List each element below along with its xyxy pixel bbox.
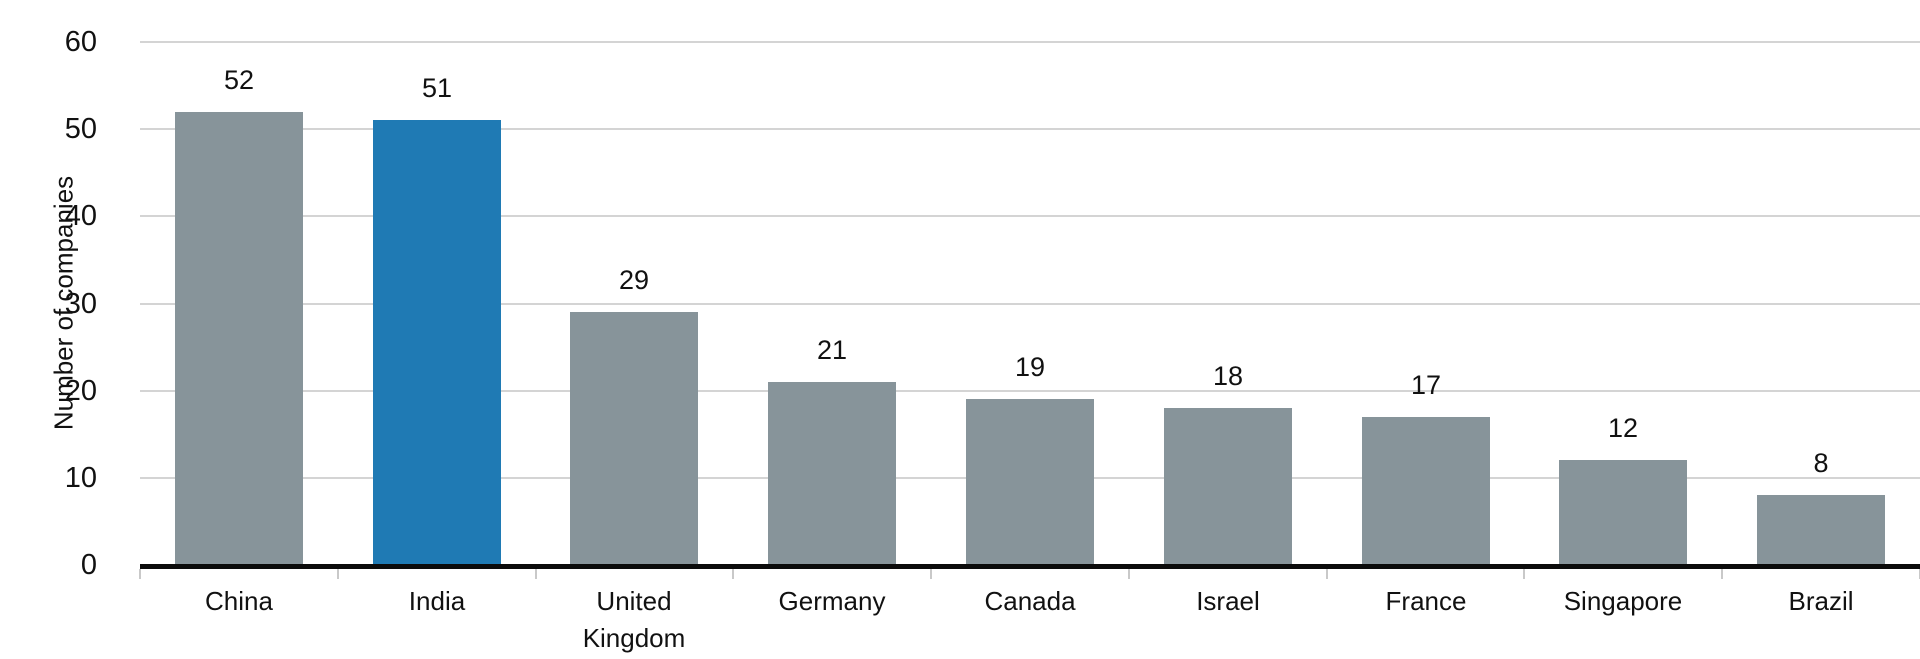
bar-value-label: 21 xyxy=(816,335,848,365)
bar-value-label: 18 xyxy=(1212,361,1244,391)
gridline-40 xyxy=(140,215,1920,218)
bar-france xyxy=(1362,417,1490,565)
x-axis-category-label: Israel xyxy=(1196,586,1260,616)
x-axis-category-label: Germany xyxy=(778,586,886,616)
y-axis-tick-label-60: 60 xyxy=(64,26,97,58)
bar-china xyxy=(175,112,303,565)
bar-singapore xyxy=(1559,460,1687,565)
bar-canada xyxy=(966,399,1094,565)
x-axis-category-label: France xyxy=(1385,586,1467,616)
x-axis-tick-mark xyxy=(1325,569,1328,579)
x-axis-tick-mark xyxy=(732,569,735,579)
bar-value-label: 12 xyxy=(1607,413,1639,443)
bar-india xyxy=(373,120,501,565)
bar-value-label: 29 xyxy=(618,265,650,295)
y-axis-tick-label-10: 10 xyxy=(64,461,97,494)
bar-value-label: 19 xyxy=(1014,352,1046,382)
bar-value-label: 52 xyxy=(223,65,255,95)
bar-value-label: 8 xyxy=(1813,448,1829,478)
x-axis-tick-mark xyxy=(1721,569,1724,579)
bar-value-label: 51 xyxy=(421,73,453,103)
bar-germany xyxy=(768,382,896,565)
bar-value-label: 17 xyxy=(1410,370,1442,400)
x-axis-category-label: China xyxy=(205,586,273,616)
x-axis-tick-mark xyxy=(1523,569,1526,579)
x-axis-category-label: Canada xyxy=(984,586,1076,616)
y-axis-tick-label-30: 30 xyxy=(64,287,97,320)
bar-israel xyxy=(1164,408,1292,565)
gridline-30 xyxy=(140,302,1920,305)
bar-brazil xyxy=(1757,495,1885,565)
y-axis-tick-label-0: 0 xyxy=(80,549,97,581)
x-axis-tick-mark xyxy=(336,569,339,579)
y-axis-tick-label-50: 50 xyxy=(64,113,97,146)
x-axis-category-label: India xyxy=(408,586,466,616)
gridline-60 xyxy=(140,41,1920,43)
x-axis-line xyxy=(140,564,1920,569)
x-axis-tick-mark xyxy=(930,569,933,579)
gridline-20 xyxy=(140,389,1920,392)
x-axis-category-label: Singapore xyxy=(1563,586,1683,616)
gridline-50 xyxy=(140,128,1920,131)
y-axis-tick-label-20: 20 xyxy=(64,374,97,407)
x-axis-category-label: United Kingdom xyxy=(582,586,686,653)
x-axis-tick-mark xyxy=(1127,569,1130,579)
x-axis-tick-mark xyxy=(139,569,141,579)
x-axis-tick-mark xyxy=(534,569,537,579)
bar-united-kingdom xyxy=(570,312,698,565)
y-axis-tick-label-40: 40 xyxy=(64,200,97,233)
x-axis-category-label: Brazil xyxy=(1788,586,1854,616)
